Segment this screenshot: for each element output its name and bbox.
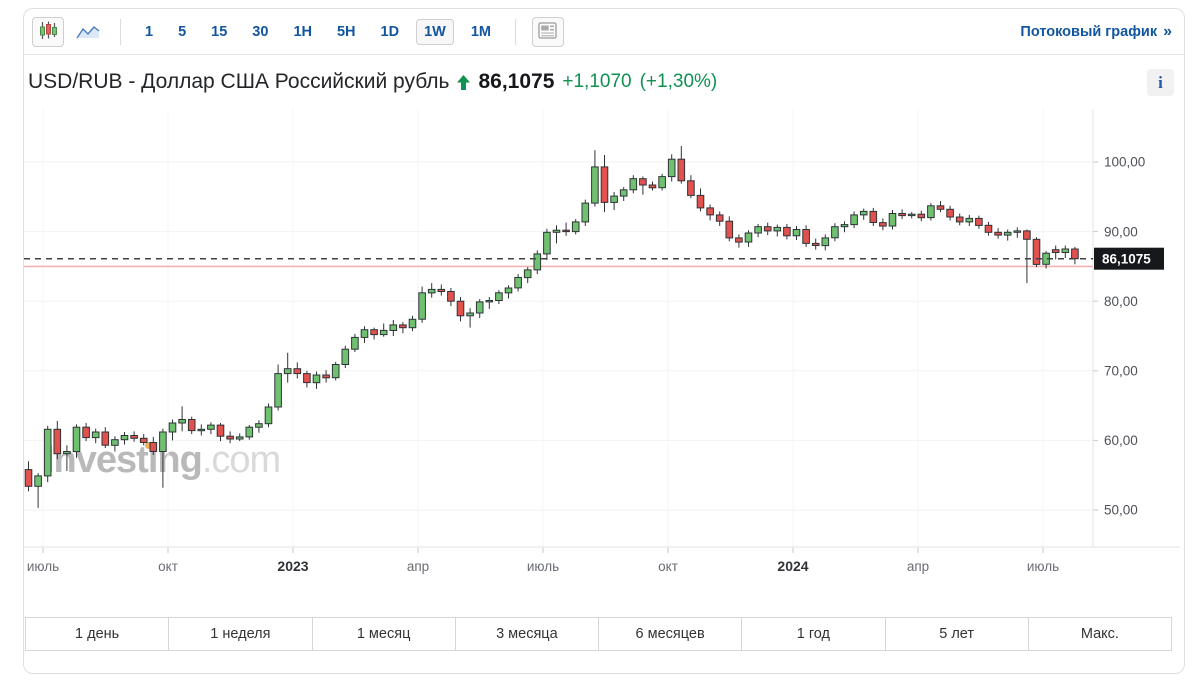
- range-button-3[interactable]: 3 месяца: [454, 617, 599, 651]
- timeframe-5h[interactable]: 5H: [329, 19, 364, 45]
- range-button-6[interactable]: 5 лет: [884, 617, 1029, 651]
- svg-text:90,00: 90,00: [1104, 224, 1138, 239]
- toolbar-left-group: 1 5 15 30 1H 5H 1D 1W 1M: [32, 16, 564, 47]
- chart-plot-svg[interactable]: 100,00 90,00 80,00 70,00 60,00 50,00 июль окт 20…: [24, 109, 1180, 581]
- streaming-chart-link-label: Потоковый график: [1020, 23, 1158, 40]
- toolbar-divider-2: [514, 18, 516, 45]
- svg-text:2023: 2023: [277, 558, 308, 574]
- instrument-header: USD/RUB - Доллар США Российский рубль 86…: [24, 55, 1184, 109]
- svg-text:2024: 2024: [777, 558, 808, 574]
- streaming-chart-link[interactable]: Потоковый график »: [1020, 23, 1172, 41]
- svg-text:апр: апр: [907, 559, 929, 574]
- price-change: +1,1070: [562, 71, 632, 92]
- timeframe-30[interactable]: 30: [244, 19, 276, 45]
- area-chart-icon: [76, 22, 100, 42]
- timeframe-group: 1 5 15 30 1H 5H 1D 1W 1M: [137, 18, 499, 45]
- timeframe-1m[interactable]: 1M: [463, 19, 499, 45]
- svg-text:86,1075: 86,1075: [1102, 252, 1151, 267]
- area-chart-type-button[interactable]: [72, 17, 104, 47]
- timeframe-1[interactable]: 1: [137, 19, 161, 45]
- range-button-2[interactable]: 1 месяц: [311, 617, 456, 651]
- timeframe-1h[interactable]: 1H: [285, 19, 320, 45]
- range-button-5[interactable]: 1 год: [741, 617, 886, 651]
- toolbar-divider: [120, 18, 121, 45]
- timeframe-1d[interactable]: 1D: [373, 19, 408, 45]
- page-title: USD/RUB - Доллар США Российский рубль: [28, 70, 450, 93]
- timeframe-1w[interactable]: 1W: [416, 18, 454, 45]
- timeframe-5[interactable]: 5: [170, 19, 194, 45]
- range-button-0[interactable]: 1 день: [25, 617, 170, 651]
- news-view-button[interactable]: [531, 16, 564, 47]
- current-price: 86,1075: [478, 70, 555, 93]
- info-button[interactable]: i: [1147, 68, 1174, 96]
- watermark-brand: Investing: [44, 439, 203, 481]
- svg-text:окт: окт: [158, 559, 178, 574]
- chart-toolbar: 1 5 15 30 1H 5H 1D 1W 1M Потоковый график »: [24, 9, 1184, 55]
- svg-text:50,00: 50,00: [1104, 503, 1138, 518]
- range-button-1[interactable]: 1 неделя: [168, 617, 313, 651]
- watermark-suffix: .com: [201, 439, 281, 481]
- svg-text:60,00: 60,00: [1104, 433, 1138, 448]
- svg-text:окт: окт: [658, 559, 678, 574]
- investing-watermark: Investing.com: [44, 439, 281, 482]
- newspaper-icon: [538, 21, 558, 42]
- svg-text:июль: июль: [527, 559, 559, 574]
- chart-widget: 1 5 15 30 1H 5H 1D 1W 1M Потоковый график »: [23, 8, 1185, 674]
- candlestick-icon: [39, 21, 58, 43]
- double-chevron-right-icon: »: [1163, 22, 1172, 40]
- range-button-4[interactable]: 6 месяцев: [598, 617, 743, 651]
- svg-text:80,00: 80,00: [1104, 294, 1138, 309]
- svg-text:70,00: 70,00: [1104, 364, 1138, 379]
- svg-text:июль: июль: [27, 559, 59, 574]
- svg-text:июль: июль: [1027, 559, 1059, 574]
- timeframe-15[interactable]: 15: [203, 19, 235, 45]
- title-row: USD/RUB - Доллар США Российский рубль 86…: [28, 70, 1147, 94]
- watermark-orange-dot: [145, 442, 152, 449]
- svg-text:100,00: 100,00: [1104, 155, 1145, 170]
- price-change-percent: (+1,30%): [639, 71, 718, 92]
- range-button-7[interactable]: Макс.: [1027, 617, 1172, 651]
- candlestick-chart[interactable]: Investing.com 100,00 90,00 80,00 70,00 60,00…: [24, 109, 1180, 581]
- range-buttons: 1 день 1 неделя 1 месяц 3 месяца 6 месяцев 1 …: [25, 617, 1172, 651]
- candlestick-chart-type-button[interactable]: [32, 16, 64, 47]
- svg-text:апр: апр: [407, 559, 429, 574]
- up-arrow-icon: [457, 74, 471, 90]
